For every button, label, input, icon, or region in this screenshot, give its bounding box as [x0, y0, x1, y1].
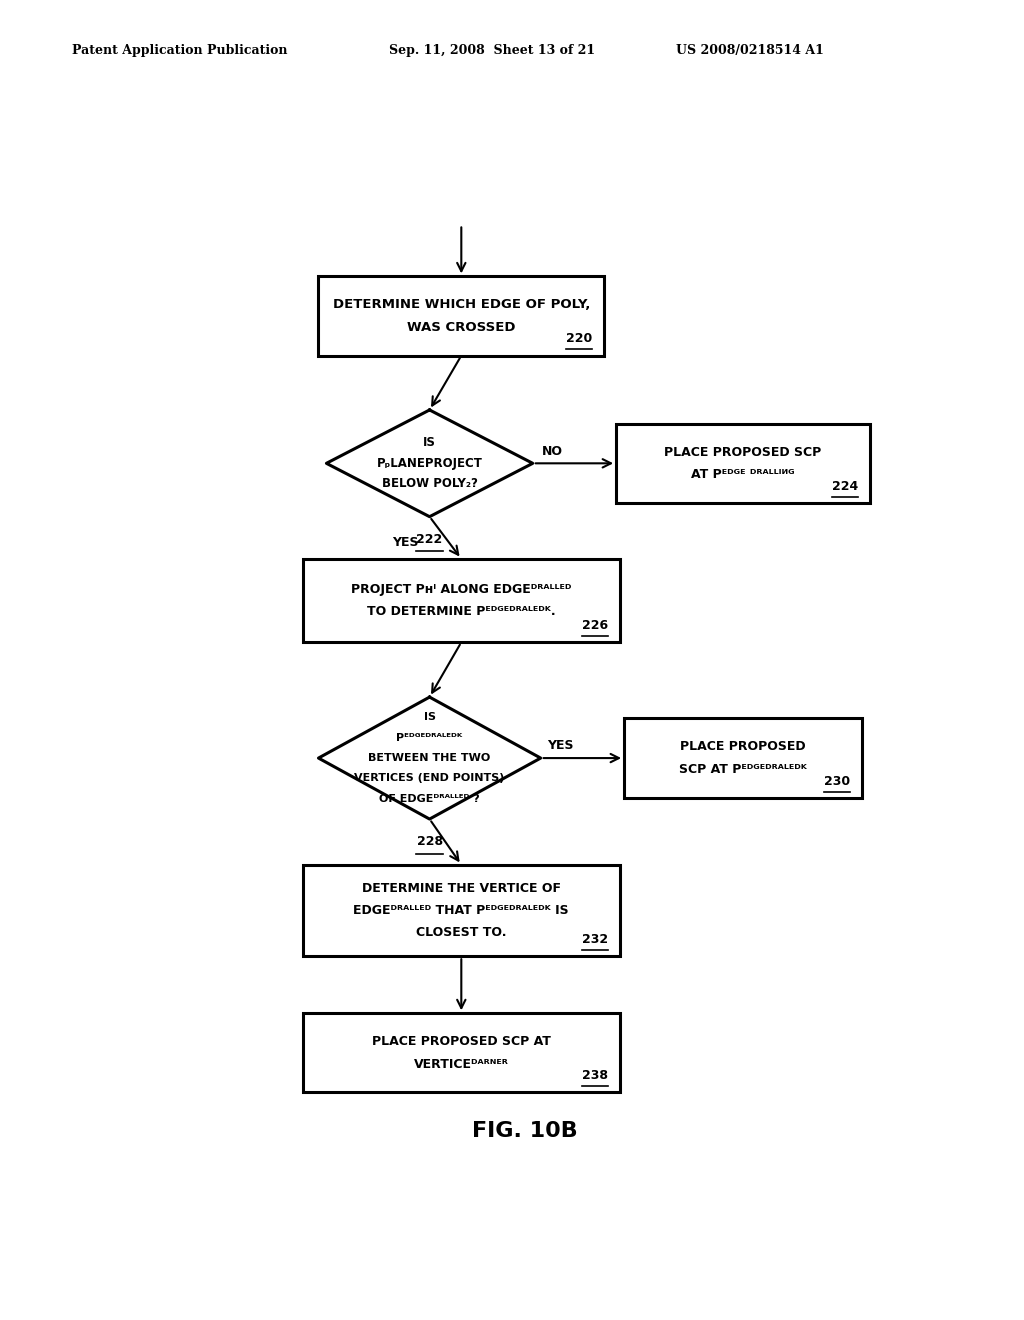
Text: IS: IS	[423, 437, 436, 450]
Text: 228: 228	[417, 836, 442, 849]
Text: BETWEEN THE TWO: BETWEEN THE TWO	[369, 754, 490, 763]
Text: VERTICES (END POINTS): VERTICES (END POINTS)	[354, 774, 505, 783]
Polygon shape	[327, 411, 532, 516]
Text: 232: 232	[582, 933, 608, 946]
FancyBboxPatch shape	[303, 558, 620, 643]
FancyBboxPatch shape	[303, 865, 620, 956]
Text: FIG. 10B: FIG. 10B	[472, 1121, 578, 1140]
Text: BELOW POLY₂?: BELOW POLY₂?	[382, 477, 477, 490]
Text: PₚLANEPROJECT: PₚLANEPROJECT	[377, 457, 482, 470]
Text: VERTICEᴰᴬᴿᴺᴱᴿ: VERTICEᴰᴬᴿᴺᴱᴿ	[414, 1057, 509, 1071]
Text: PLACE PROPOSED SCP AT: PLACE PROPOSED SCP AT	[372, 1035, 551, 1048]
Text: US 2008/0218514 A1: US 2008/0218514 A1	[676, 44, 823, 57]
Text: SCP AT Pᴱᴰᴳᴱᴰᴿᴬᴸᴱᴰᴷ: SCP AT Pᴱᴰᴳᴱᴰᴿᴬᴸᴱᴰᴷ	[679, 763, 807, 776]
FancyBboxPatch shape	[303, 1014, 620, 1093]
Text: PLACE PROPOSED: PLACE PROPOSED	[680, 741, 806, 754]
FancyBboxPatch shape	[318, 276, 604, 355]
Text: Pᴱᴰᴳᴱᴰᴿᴬᴸᴱᴰᴷ: Pᴱᴰᴳᴱᴰᴿᴬᴸᴱᴰᴷ	[396, 733, 463, 743]
Text: Patent Application Publication: Patent Application Publication	[72, 44, 287, 57]
Polygon shape	[318, 697, 541, 818]
FancyBboxPatch shape	[624, 718, 862, 797]
Text: DETERMINE WHICH EDGE OF POLY,: DETERMINE WHICH EDGE OF POLY,	[333, 298, 590, 312]
Text: PLACE PROPOSED SCP: PLACE PROPOSED SCP	[665, 446, 821, 458]
Text: 222: 222	[417, 533, 442, 546]
Text: NO: NO	[542, 445, 563, 458]
Text: IS: IS	[424, 713, 435, 722]
Text: 238: 238	[582, 1069, 608, 1082]
Text: PROJECT Pʜᴵ ALONG EDGEᴰᴿᴬᴸᴸᴱᴰ: PROJECT Pʜᴵ ALONG EDGEᴰᴿᴬᴸᴸᴱᴰ	[351, 583, 571, 595]
Text: 230: 230	[824, 775, 850, 788]
Text: YES: YES	[547, 739, 573, 752]
Text: 224: 224	[831, 479, 858, 492]
Text: Sep. 11, 2008  Sheet 13 of 21: Sep. 11, 2008 Sheet 13 of 21	[389, 44, 595, 57]
FancyBboxPatch shape	[616, 424, 870, 503]
Text: AT Pᴱᴰᴳᴱ ᴰᴿᴬᴸᴸᴵᴻᴳ: AT Pᴱᴰᴳᴱ ᴰᴿᴬᴸᴸᴵᴻᴳ	[691, 469, 795, 480]
Text: YES: YES	[392, 536, 419, 549]
Text: CLOSEST TO.: CLOSEST TO.	[416, 927, 507, 940]
Text: TO DETERMINE Pᴱᴰᴳᴱᴰᴿᴬᴸᴱᴰᴷ.: TO DETERMINE Pᴱᴰᴳᴱᴰᴿᴬᴸᴱᴰᴷ.	[367, 605, 556, 618]
Text: DETERMINE THE VERTICE OF: DETERMINE THE VERTICE OF	[361, 882, 561, 895]
Text: WAS CROSSED: WAS CROSSED	[408, 321, 515, 334]
Text: 220: 220	[566, 333, 592, 346]
Text: OF EDGEᴰᴿᴬᴸᴸᴱᴰ ?: OF EDGEᴰᴿᴬᴸᴸᴱᴰ ?	[379, 793, 480, 804]
Text: 226: 226	[582, 619, 608, 632]
Text: EDGEᴰᴿᴬᴸᴸᴱᴰ THAT Pᴱᴰᴳᴱᴰᴿᴬᴸᴱᴰᴷ IS: EDGEᴰᴿᴬᴸᴸᴱᴰ THAT Pᴱᴰᴳᴱᴰᴿᴬᴸᴱᴰᴷ IS	[353, 904, 569, 917]
